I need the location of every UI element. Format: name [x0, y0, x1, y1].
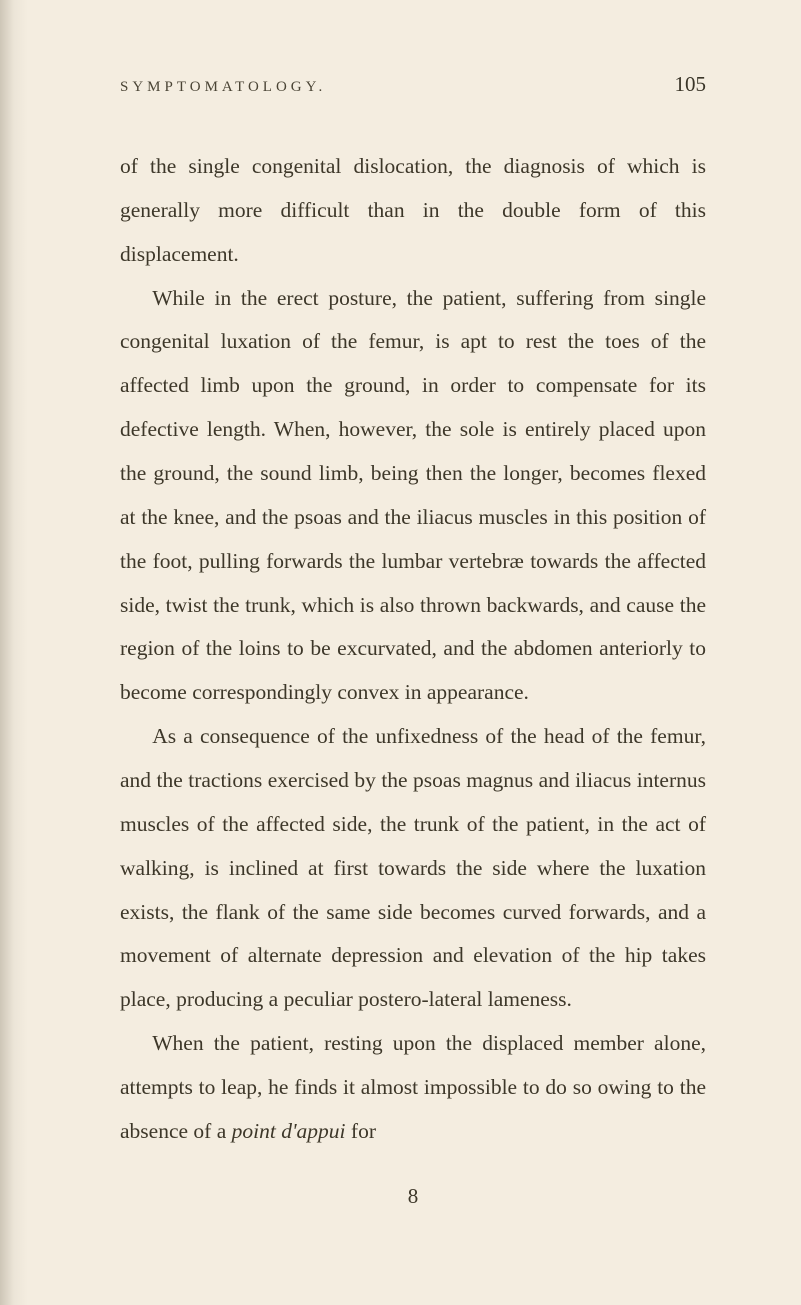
body-text: of the single congenital dislocation, th…	[120, 145, 706, 1154]
paragraph-4-italic: point d'appui	[232, 1119, 346, 1143]
paragraph-4-part1: When the patient, resting upon the displ…	[120, 1031, 706, 1143]
paragraph-3: As a consequence of the unfixedness of t…	[120, 715, 706, 1022]
page-header: SYMPTOMATOLOGY. 105	[120, 72, 706, 97]
paragraph-4: When the patient, resting upon the displ…	[120, 1022, 706, 1154]
page-number: 105	[675, 72, 707, 97]
running-head: SYMPTOMATOLOGY.	[120, 79, 326, 96]
paragraph-4-part2: for	[346, 1119, 376, 1143]
paragraph-2: While in the erect posture, the patient,…	[120, 277, 706, 716]
document-page: SYMPTOMATOLOGY. 105 of the single congen…	[0, 0, 801, 1305]
paragraph-1: of the single congenital dislocation, th…	[120, 145, 706, 277]
footer-signature-number: 8	[120, 1184, 706, 1209]
